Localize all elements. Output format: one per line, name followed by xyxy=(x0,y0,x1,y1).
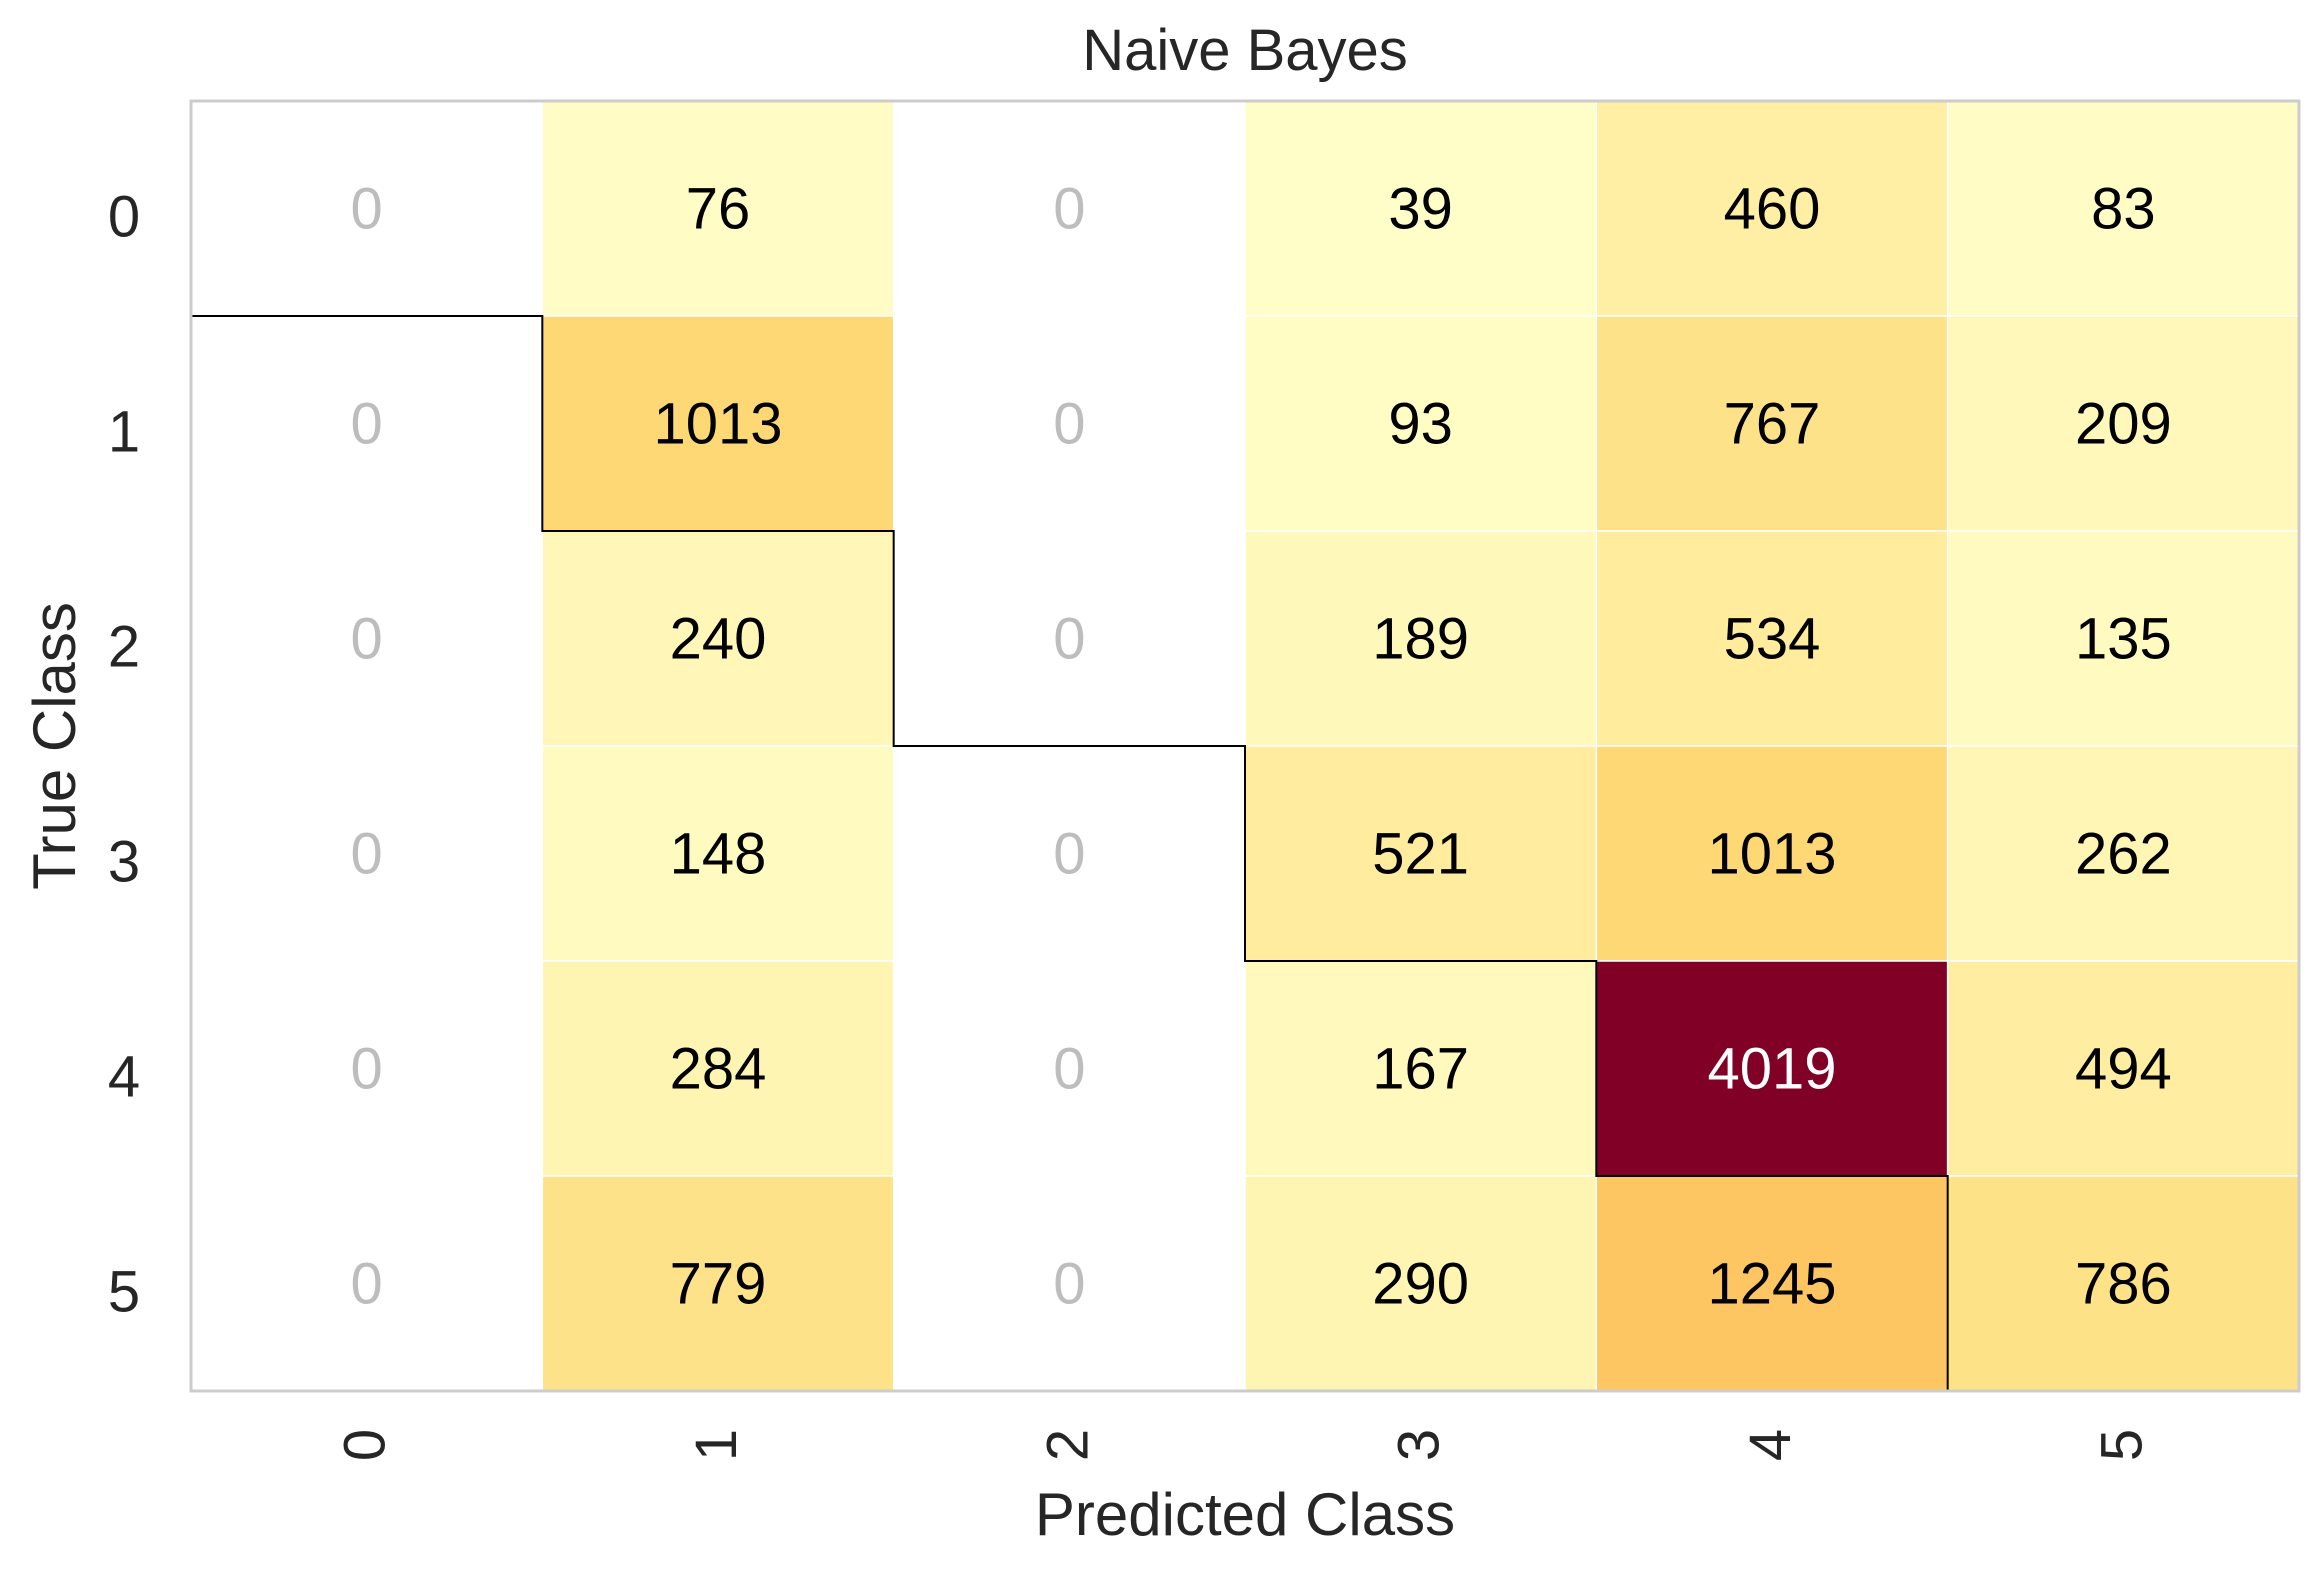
cell-value-label-0-5: 83 xyxy=(2091,177,2156,242)
heatmap-cell-5-4 xyxy=(1595,1175,1949,1392)
cell-value-label-3-4: 1013 xyxy=(1707,822,1836,887)
cell-value-label-3-0: 0 xyxy=(351,822,383,887)
cell-value-label-2-3: 189 xyxy=(1372,607,1469,672)
diagonal-step-path xyxy=(191,315,1949,1391)
cell-value-label-0-2: 0 xyxy=(1053,177,1085,242)
heatmap-cell-4-0 xyxy=(191,961,543,1176)
heatmap-cell-1-4 xyxy=(1595,315,1949,532)
heatmap-cell-2-0 xyxy=(191,531,543,746)
cell-value-label-3-3: 521 xyxy=(1372,822,1469,887)
heatmap-cell-0-0 xyxy=(191,101,543,316)
x-tick-label-2: 2 xyxy=(1035,1429,1100,1461)
heatmap-cell-3-2 xyxy=(893,746,1245,961)
y-tick-label-3: 3 xyxy=(108,830,140,895)
y-tick-labels: 0 1 2 3 4 5 xyxy=(108,185,140,1325)
cell-value-label-2-1: 240 xyxy=(670,607,767,672)
cell-value-label-5-3: 290 xyxy=(1372,1252,1469,1317)
x-axis-label: Predicted Class xyxy=(1035,1481,1455,1548)
y-tick-label-2: 2 xyxy=(108,615,140,680)
x-tick-label-3: 3 xyxy=(1387,1429,1452,1461)
cells-layer xyxy=(191,100,2300,1392)
cell-value-label-0-0: 0 xyxy=(351,177,383,242)
cell-value-label-1-4: 767 xyxy=(1724,392,1821,457)
cell-value-label-3-5: 262 xyxy=(2075,822,2172,887)
x-tick-label-4: 4 xyxy=(1738,1429,1803,1461)
cell-value-label-4-5: 494 xyxy=(2075,1037,2172,1102)
heatmap-cell-4-4 xyxy=(1595,960,1949,1177)
heatmap-cell-5-2 xyxy=(893,1176,1245,1391)
cell-value-label-5-0: 0 xyxy=(351,1252,383,1317)
heatmap-cell-2-4 xyxy=(1595,530,1949,747)
heatmap-cell-4-2 xyxy=(893,961,1245,1176)
cell-value-label-4-0: 0 xyxy=(351,1037,383,1102)
cell-value-label-2-2: 0 xyxy=(1053,607,1085,672)
cell-value-label-5-2: 0 xyxy=(1053,1252,1085,1317)
y-tick-label-5: 5 xyxy=(108,1260,140,1325)
plot-frame xyxy=(189,99,2301,1393)
heatmap-cell-1-2 xyxy=(893,316,1245,531)
cell-value-label-5-5: 786 xyxy=(2075,1252,2172,1317)
cell-value-label-0-4: 460 xyxy=(1724,177,1821,242)
y-tick-label-1: 1 xyxy=(108,400,140,465)
heatmap-cell-5-5 xyxy=(1946,1175,2300,1392)
x-tick-label-5: 5 xyxy=(2089,1429,2154,1461)
heatmap-cell-2-3 xyxy=(1244,530,1598,747)
heatmap-cell-4-5 xyxy=(1946,960,2300,1177)
heatmap-cell-3-1 xyxy=(541,745,895,962)
heatmap-cell-3-4 xyxy=(1595,745,1949,962)
diagonal-step-path-layer xyxy=(191,315,1949,1391)
chart-title: Naive Bayes xyxy=(1082,18,1408,83)
x-tick-label-1: 1 xyxy=(684,1429,749,1461)
cell-value-label-1-0: 0 xyxy=(351,392,383,457)
cell-value-label-1-1: 1013 xyxy=(653,392,782,457)
cell-value-label-2-5: 135 xyxy=(2075,607,2172,672)
cell-value-label-1-3: 93 xyxy=(1388,392,1453,457)
heatmap-cell-4-1 xyxy=(541,960,895,1177)
y-tick-label-0: 0 xyxy=(108,185,140,250)
cell-labels-layer: 0 76 0 39 460 83 0 1013 0 93 767 209 0 240 0 189 534 135 0… xyxy=(351,177,2172,1317)
heatmap-cell-0-2 xyxy=(893,101,1245,316)
x-tick-labels: 0 1 2 3 4 5 xyxy=(333,1429,2155,1461)
heatmap-cell-5-3 xyxy=(1244,1175,1598,1392)
y-axis-label: True Class xyxy=(21,602,88,890)
heatmap-cell-1-5 xyxy=(1946,315,2300,532)
cell-value-label-0-3: 39 xyxy=(1388,177,1453,242)
x-tick-label-0: 0 xyxy=(333,1429,398,1461)
heatmap-cell-5-1 xyxy=(541,1175,895,1392)
heatmap-cell-1-0 xyxy=(191,316,543,531)
heatmap-cell-0-1 xyxy=(541,100,895,317)
heatmap-cell-4-3 xyxy=(1244,960,1598,1177)
cell-value-label-4-4: 4019 xyxy=(1707,1037,1836,1102)
heatmap-cell-2-2 xyxy=(893,531,1245,746)
y-tick-label-4: 4 xyxy=(108,1045,140,1110)
heatmap-cell-3-0 xyxy=(191,746,543,961)
cell-value-label-0-1: 76 xyxy=(686,177,751,242)
cell-value-label-4-1: 284 xyxy=(670,1037,767,1102)
heatmap-cell-3-5 xyxy=(1946,745,2300,962)
cell-value-label-1-2: 0 xyxy=(1053,392,1085,457)
cell-value-label-3-2: 0 xyxy=(1053,822,1085,887)
cell-value-label-2-4: 534 xyxy=(1724,607,1821,672)
heatmap-cell-0-4 xyxy=(1595,100,1949,317)
cell-value-label-1-5: 209 xyxy=(2075,392,2172,457)
cell-value-label-4-2: 0 xyxy=(1053,1037,1085,1102)
cell-value-label-5-4: 1245 xyxy=(1707,1252,1836,1317)
heatmap-cell-2-5 xyxy=(1946,530,2300,747)
cell-value-label-5-1: 779 xyxy=(670,1252,767,1317)
cell-value-label-3-1: 148 xyxy=(670,822,767,887)
cell-value-label-2-0: 0 xyxy=(351,607,383,672)
cell-value-label-4-3: 167 xyxy=(1372,1037,1469,1102)
heatmap-cell-5-0 xyxy=(191,1176,543,1391)
heatmap-cell-2-1 xyxy=(541,530,895,747)
